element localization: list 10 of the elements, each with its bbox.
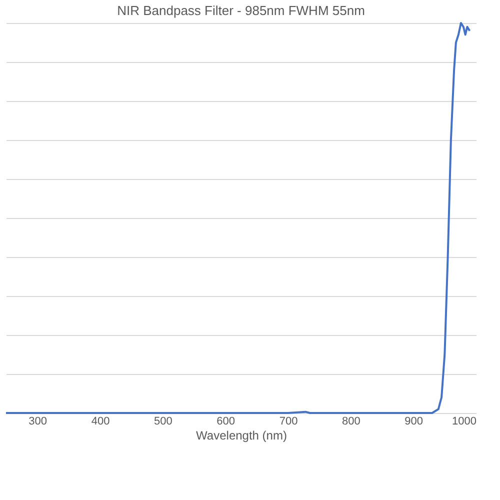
chart-title: NIR Bandpass Filter - 985nm FWHM 55nm [117,3,365,18]
x-tick-label: 900 [404,416,424,428]
x-tick-label: 800 [342,416,360,428]
x-tick-label: 1000 [452,416,476,428]
x-tick-label: 500 [154,416,172,428]
x-tick-label: 300 [28,416,48,428]
x-tick-label: 600 [216,416,236,428]
x-tick-label: 400 [91,416,110,428]
x-tick-label: 700 [279,416,298,428]
x-axis-title: Wavelength (nm) [196,428,287,442]
